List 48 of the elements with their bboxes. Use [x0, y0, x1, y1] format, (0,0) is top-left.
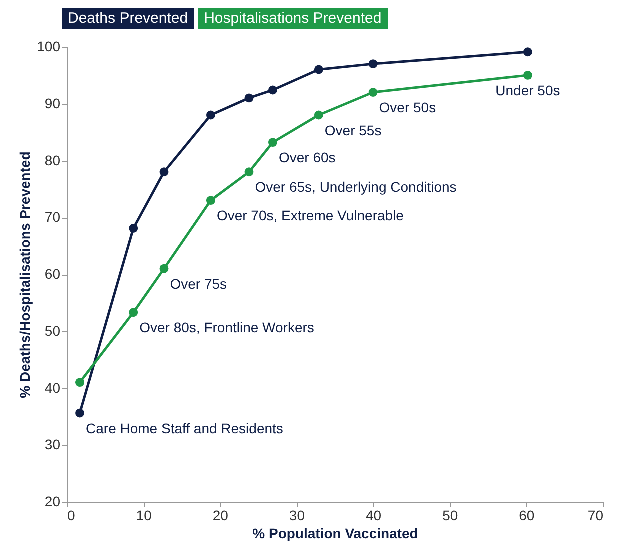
point: [76, 408, 84, 418]
point: [244, 94, 254, 103]
point: [244, 168, 254, 177]
point: [160, 168, 169, 177]
point: [523, 48, 532, 57]
x-tick-label: 0: [68, 508, 76, 524]
annotation: Over 80s, Frontline Workers: [140, 320, 314, 336]
y-tick-label: 100: [37, 38, 61, 54]
y-tick-label: 20: [44, 494, 61, 510]
x-tick-label: 50: [442, 508, 458, 524]
annotation: Care Home Staff and Residents: [86, 420, 284, 436]
annotation: Over 65s, Underlying Conditions: [255, 179, 457, 196]
point: [268, 138, 278, 148]
point: [368, 88, 378, 97]
text: Hospitalisations Prevented: [198, 8, 388, 29]
x-tick-label: 60: [519, 508, 535, 524]
y-tick-label: 70: [44, 209, 61, 226]
x-tick-label: 20: [212, 508, 229, 524]
y-tick-label: 30: [44, 436, 61, 453]
point: [314, 110, 324, 120]
y-tick-label: 80: [44, 152, 61, 168]
point: [129, 308, 138, 318]
annotation: Over 55s: [324, 122, 382, 138]
point: [76, 378, 84, 388]
y-axis-title: % Deaths/Hospitalisations Prevented: [17, 152, 34, 398]
annotation: Over 50s: [379, 100, 436, 116]
point: [129, 224, 138, 233]
point: [268, 86, 278, 95]
annotation: Over 60s: [278, 150, 336, 166]
point: [314, 65, 324, 74]
y-tick-label: 90: [44, 95, 61, 112]
x-tick-label: 10: [136, 508, 152, 524]
point: [523, 70, 532, 80]
annotation: Under 50s: [496, 82, 560, 98]
point: [206, 110, 216, 120]
point: [368, 60, 378, 69]
point: [160, 264, 169, 274]
y-tick-label: 60: [44, 266, 61, 282]
x-axis-title: % Population Vaccinated: [252, 526, 418, 542]
x-tick-label: 30: [289, 508, 306, 524]
x-tick-label: 70: [588, 508, 604, 524]
y-tick-label: 40: [44, 380, 61, 396]
x-tick-label: 40: [366, 508, 382, 524]
y-tick-label: 50: [44, 322, 61, 339]
annotation: Over 70s, Extreme Vulnerable: [216, 208, 404, 224]
annotation: Over 75s: [170, 276, 228, 292]
point: [206, 196, 216, 206]
text: Deaths Prevented: [62, 8, 194, 29]
